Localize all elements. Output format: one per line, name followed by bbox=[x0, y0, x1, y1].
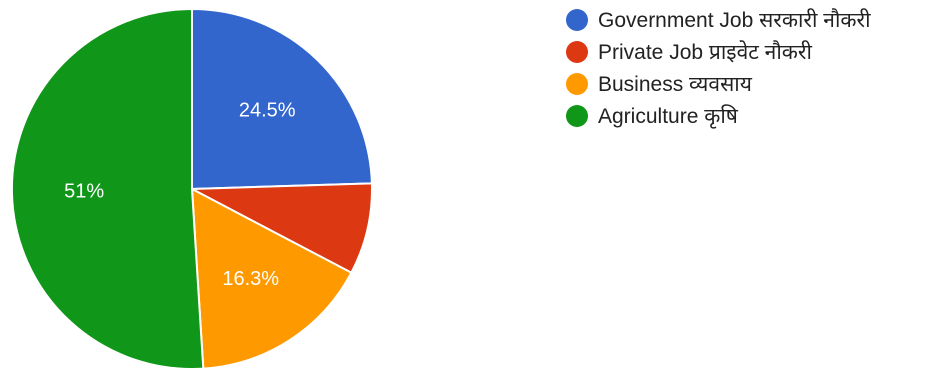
legend-swatch-private-job bbox=[566, 41, 588, 63]
legend-label-government-job: Government Job सरकारी नौकरी bbox=[598, 9, 871, 32]
legend-item-private-job: Private Job प्राइवेट नौकरी bbox=[566, 36, 871, 68]
legend-swatch-business bbox=[566, 73, 588, 95]
legend-label-business: Business व्यवसाय bbox=[598, 73, 752, 96]
pie-slice-private-job bbox=[188, 182, 373, 275]
chart-legend: Government Job सरकारी नौकरी Private Job प… bbox=[566, 4, 871, 132]
slice-label-agriculture: 51% bbox=[64, 181, 104, 203]
slice-label-business: 16.3% bbox=[222, 268, 279, 290]
slice-label-government-job: 24.5% bbox=[239, 100, 296, 122]
legend-swatch-agriculture bbox=[566, 105, 588, 127]
legend-label-private-job: Private Job प्राइवेट नौकरी bbox=[598, 41, 812, 64]
legend-item-agriculture: Agriculture कृषि bbox=[566, 100, 871, 132]
pie-slice-business bbox=[190, 187, 353, 369]
legend-item-government-job: Government Job सरकारी नौकरी bbox=[566, 4, 871, 36]
pie-slice-government-job bbox=[191, 7, 373, 191]
legend-label-agriculture: Agriculture कृषि bbox=[598, 105, 738, 128]
pie-slice-agriculture bbox=[11, 7, 205, 369]
pie-chart: 24.5% 16.3% 51% bbox=[11, 7, 373, 369]
legend-item-business: Business व्यवसाय bbox=[566, 68, 871, 100]
legend-swatch-government-job bbox=[566, 9, 588, 31]
